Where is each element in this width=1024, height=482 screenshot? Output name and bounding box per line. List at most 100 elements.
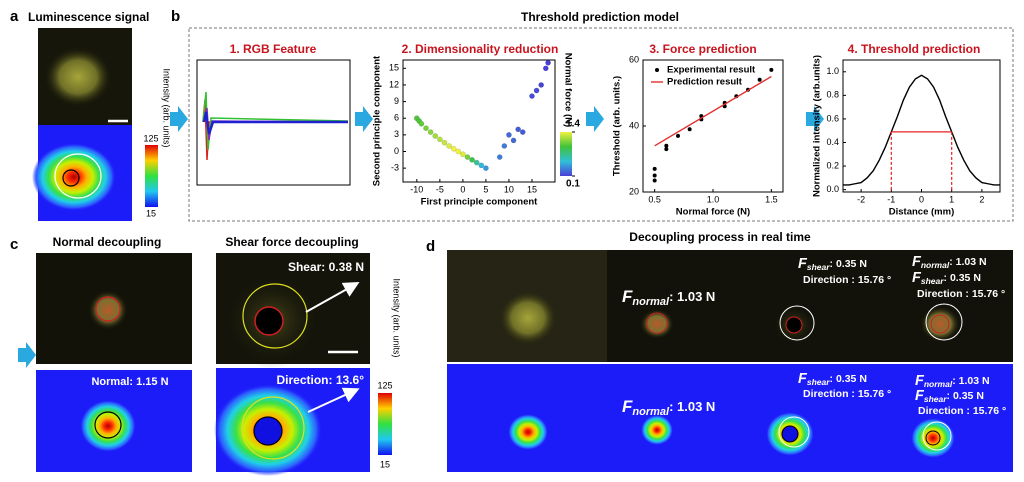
circle-overlay — [94, 411, 122, 439]
lum-spot — [44, 47, 112, 107]
panel-title: Threshold prediction model — [521, 10, 679, 24]
point — [515, 126, 521, 133]
direction-value: Direction : 15.76 ° — [917, 288, 1005, 300]
force-value: : 0.35 N — [830, 373, 867, 385]
x-tick-label: 0.5 — [648, 194, 661, 204]
force-symbol: F — [622, 287, 633, 306]
circle-overlay — [781, 425, 799, 443]
point — [652, 178, 657, 183]
circle-overlay — [646, 312, 668, 334]
circle-overlay — [242, 283, 308, 349]
normal-label: Normal: 1.15 N — [91, 376, 168, 388]
force-label: Fshear: 0.35 N — [915, 388, 984, 404]
heat-spot — [911, 418, 955, 458]
point — [664, 147, 669, 152]
heat-spot — [80, 400, 136, 452]
y-axis-label: Threshold (arb. units.) — [612, 76, 623, 176]
point — [450, 145, 457, 152]
step-title: 4. Threshold prediction — [848, 42, 981, 56]
circle-overlay — [925, 303, 963, 341]
point — [533, 87, 540, 94]
panel-letter: a — [10, 8, 19, 25]
point — [432, 133, 439, 139]
colorbar-max: 125 — [377, 380, 392, 390]
point — [676, 133, 680, 138]
colorbar-label: Normal force (N) — [562, 53, 573, 127]
colorbar — [145, 145, 158, 207]
point — [446, 143, 452, 149]
point — [510, 137, 517, 144]
circle-overlay — [779, 305, 815, 341]
colorbar-tick-label: 0.1 — [566, 179, 580, 190]
y-axis-label: Normalized intensity (arb.units) — [812, 55, 823, 197]
colorbar-max: 125 — [143, 133, 158, 143]
force-label: Fnormal: 1.03 N — [622, 397, 715, 417]
force-value: : 1.03 N — [669, 289, 715, 304]
force-label: Fshear: 0.35 N — [912, 270, 981, 286]
circle-overlay — [241, 396, 305, 460]
circle-overlay — [930, 314, 950, 334]
plot-frame — [402, 59, 556, 183]
force-symbol: F — [798, 371, 808, 387]
force-value: : 0.35 N — [947, 390, 984, 402]
force-label: Direction : 15.76 ° — [803, 274, 891, 286]
panel-title: Luminescence signal — [28, 10, 149, 24]
force-label: Fnormal: 1.03 N — [622, 287, 715, 307]
point — [542, 65, 549, 72]
y-tick-label: 0.4 — [826, 137, 839, 147]
force-label: Fnormal: 1.03 N — [915, 373, 990, 389]
force-symbol: F — [915, 373, 925, 389]
point — [501, 143, 508, 149]
lum-spot — [640, 309, 674, 339]
y-axis-label: Second principle component — [372, 55, 383, 186]
force-value: : 0.35 N — [830, 258, 867, 270]
x-tick-label: -10 — [410, 184, 423, 194]
x-tick-label: 1.0 — [707, 194, 720, 204]
panel-title: Shear force decoupling — [225, 235, 358, 249]
x-axis-label: First principle component — [421, 197, 538, 208]
shear-label: Shear: 0.38 N — [288, 260, 364, 274]
circle-overlay — [95, 296, 121, 322]
force-subscript: shear — [807, 262, 830, 272]
point — [529, 93, 535, 99]
y-tick-label: 12 — [389, 79, 399, 89]
point — [519, 129, 526, 135]
x-tick-label: 10 — [504, 184, 514, 194]
point — [538, 82, 544, 88]
point — [478, 162, 485, 169]
force-label: Fnormal: 1.03 N — [912, 254, 987, 270]
point — [545, 59, 551, 66]
x-tick-label: 1 — [949, 194, 954, 204]
force-label: Direction : 15.76 ° — [917, 288, 1005, 300]
force-label: Fshear: 0.35 N — [798, 256, 867, 272]
legend-marker — [655, 68, 659, 72]
point — [483, 165, 489, 171]
circle-overlay — [785, 316, 803, 334]
point — [769, 67, 774, 72]
force-symbol: F — [912, 254, 922, 270]
force-value: : 0.35 N — [944, 272, 981, 284]
point — [464, 154, 471, 160]
circle-overlay — [925, 430, 941, 446]
force-subscript: normal — [921, 260, 950, 270]
force-subscript: shear — [807, 377, 830, 387]
colorbar-min: 15 — [380, 459, 390, 469]
y-tick-label: 0.0 — [826, 184, 839, 194]
y-tick-label: -3 — [391, 163, 399, 173]
rgb-feature-lines — [202, 91, 349, 161]
y-tick-label: 0.6 — [826, 113, 839, 123]
point — [441, 139, 448, 146]
point — [437, 136, 443, 143]
colorbar — [378, 393, 392, 455]
force-symbol: F — [912, 270, 922, 286]
arrow — [355, 106, 373, 132]
point — [423, 125, 429, 132]
dashed-box — [188, 27, 1014, 222]
circle-overlay — [922, 421, 952, 451]
lum-spot — [498, 290, 558, 346]
colorbar-label: Intensity (arb. units) — [392, 278, 402, 357]
x-tick-label: -5 — [436, 184, 444, 194]
